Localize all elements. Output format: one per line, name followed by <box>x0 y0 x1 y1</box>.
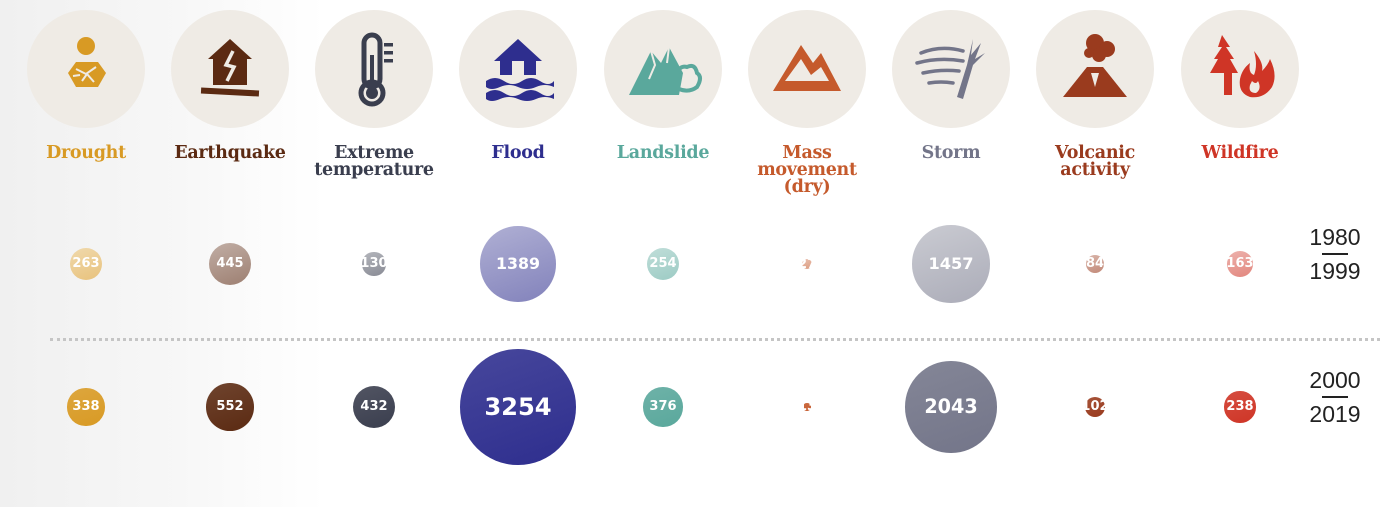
bubble-value-label: 263 <box>72 256 100 272</box>
bubble-extreme-temperature-2000-2019: 432 <box>353 386 395 428</box>
bubble-value-label: 376 <box>649 399 677 415</box>
bubble-value-label: 102 <box>1081 399 1109 415</box>
landslide-icon-circle <box>604 10 722 128</box>
category-label-line: Storm <box>921 143 981 163</box>
category-label-line: Drought <box>46 143 126 163</box>
category-label-drought: Drought <box>11 143 161 163</box>
category-label-line: Flood <box>491 143 545 163</box>
category-label-storm: Storm <box>876 143 1026 163</box>
thermometer-icon <box>358 32 393 107</box>
bubble-value-label: 2043 <box>924 395 978 419</box>
bubble-drought-2000-2019: 338 <box>67 388 105 426</box>
storm-icon <box>915 39 985 99</box>
bubble-flood-2000-2019: 3254 <box>460 349 576 465</box>
bubble-value-label: 13 <box>797 399 817 415</box>
period-label-1980-1999: 1980 1999 <box>1303 224 1367 285</box>
bubble-value-label: 27 <box>797 256 817 272</box>
mountain-icon <box>773 45 841 91</box>
period-start: 2000 <box>1309 367 1361 393</box>
category-label-line: movement <box>757 160 857 180</box>
bubble-value-label: 163 <box>1226 256 1254 272</box>
period-dash <box>1322 253 1348 255</box>
bubble-value-label: 254 <box>649 256 677 272</box>
bubble-value-label: 338 <box>72 399 100 415</box>
flood-icon <box>486 39 554 101</box>
period-divider <box>50 338 1380 341</box>
bubble-landslide-1980-1999: 254 <box>646 247 680 281</box>
earthquake-icon-circle <box>171 10 289 128</box>
bubble-value-label: 432 <box>360 399 388 415</box>
category-label-line: activity <box>1060 160 1130 180</box>
bubble-storm-1980-1999: 1457 <box>912 225 990 303</box>
bubble-value-label: 552 <box>216 399 244 415</box>
category-label-wildfire: Wildfire <box>1165 143 1315 163</box>
period-end: 1999 <box>1309 258 1361 284</box>
category-label-line: Earthquake <box>174 143 286 163</box>
bubble-value-label: 3254 <box>484 392 552 421</box>
category-label-line: Wildfire <box>1201 143 1279 163</box>
flood-icon-circle <box>459 10 577 128</box>
bubble-mass-movement-dry-1980-1999: 27 <box>798 257 816 272</box>
bubble-value-label: 1389 <box>496 254 540 274</box>
bubble-mass-movement-dry-2000-2019: 13 <box>798 399 816 414</box>
bubble-extreme-temperature-1980-1999: 130 <box>360 252 388 276</box>
category-label-line: (dry) <box>783 177 831 197</box>
category-label-mass-movement-dry: Mass movement (dry) <box>732 143 882 197</box>
drought-icon-circle <box>27 10 145 128</box>
bubble-wildfire-2000-2019: 238 <box>1224 391 1256 423</box>
earthquake-icon <box>200 39 260 97</box>
bubble-value-label: 445 <box>216 256 244 272</box>
bubble-landslide-2000-2019: 376 <box>643 387 683 427</box>
category-label-extreme-temperature: Extreme temperature <box>299 143 449 180</box>
bubble-volcanic-activity-2000-2019: 102 <box>1081 396 1109 418</box>
wildfire-icon-circle <box>1181 10 1299 128</box>
storm-icon-circle <box>892 10 1010 128</box>
bubble-value-label: 238 <box>1226 399 1254 415</box>
category-label-line: Volcanic <box>1055 143 1135 163</box>
period-start: 1980 <box>1309 224 1361 250</box>
category-label-volcanic-activity: Volcanic activity <box>1020 143 1170 180</box>
bubble-volcanic-activity-1980-1999: 84 <box>1085 254 1105 274</box>
mass-movement-dry-icon-circle <box>748 10 866 128</box>
category-label-landslide: Landslide <box>588 143 738 163</box>
bubble-storm-2000-2019: 2043 <box>905 361 997 453</box>
period-end: 2019 <box>1309 401 1361 427</box>
category-label-line: Extreme <box>334 143 414 163</box>
category-label-line: Landslide <box>616 143 710 163</box>
drought-icon <box>68 37 106 87</box>
bubble-value-label: 84 <box>1085 256 1105 272</box>
period-label-2000-2019: 2000 2019 <box>1303 367 1367 428</box>
volcanic-activity-icon-circle <box>1036 10 1154 128</box>
volcano-icon <box>1063 34 1127 97</box>
bubble-earthquake-1980-1999: 445 <box>208 242 252 286</box>
bubble-earthquake-2000-2019: 552 <box>206 383 254 431</box>
category-label-flood: Flood <box>443 143 593 163</box>
bubble-wildfire-1980-1999: 163 <box>1226 251 1254 277</box>
category-label-line: temperature <box>314 160 434 180</box>
landslide-icon <box>629 46 702 95</box>
category-label-line: Mass <box>782 143 832 163</box>
bubble-drought-1980-1999: 263 <box>69 247 103 281</box>
bubble-value-label: 1457 <box>928 254 974 274</box>
bubble-flood-1980-1999: 1389 <box>480 226 556 302</box>
period-dash <box>1322 396 1348 398</box>
wildfire-icon <box>1210 35 1275 98</box>
category-label-earthquake: Earthquake <box>155 143 305 163</box>
extreme-temperature-icon-circle <box>315 10 433 128</box>
bubble-value-label: 130 <box>360 256 388 272</box>
